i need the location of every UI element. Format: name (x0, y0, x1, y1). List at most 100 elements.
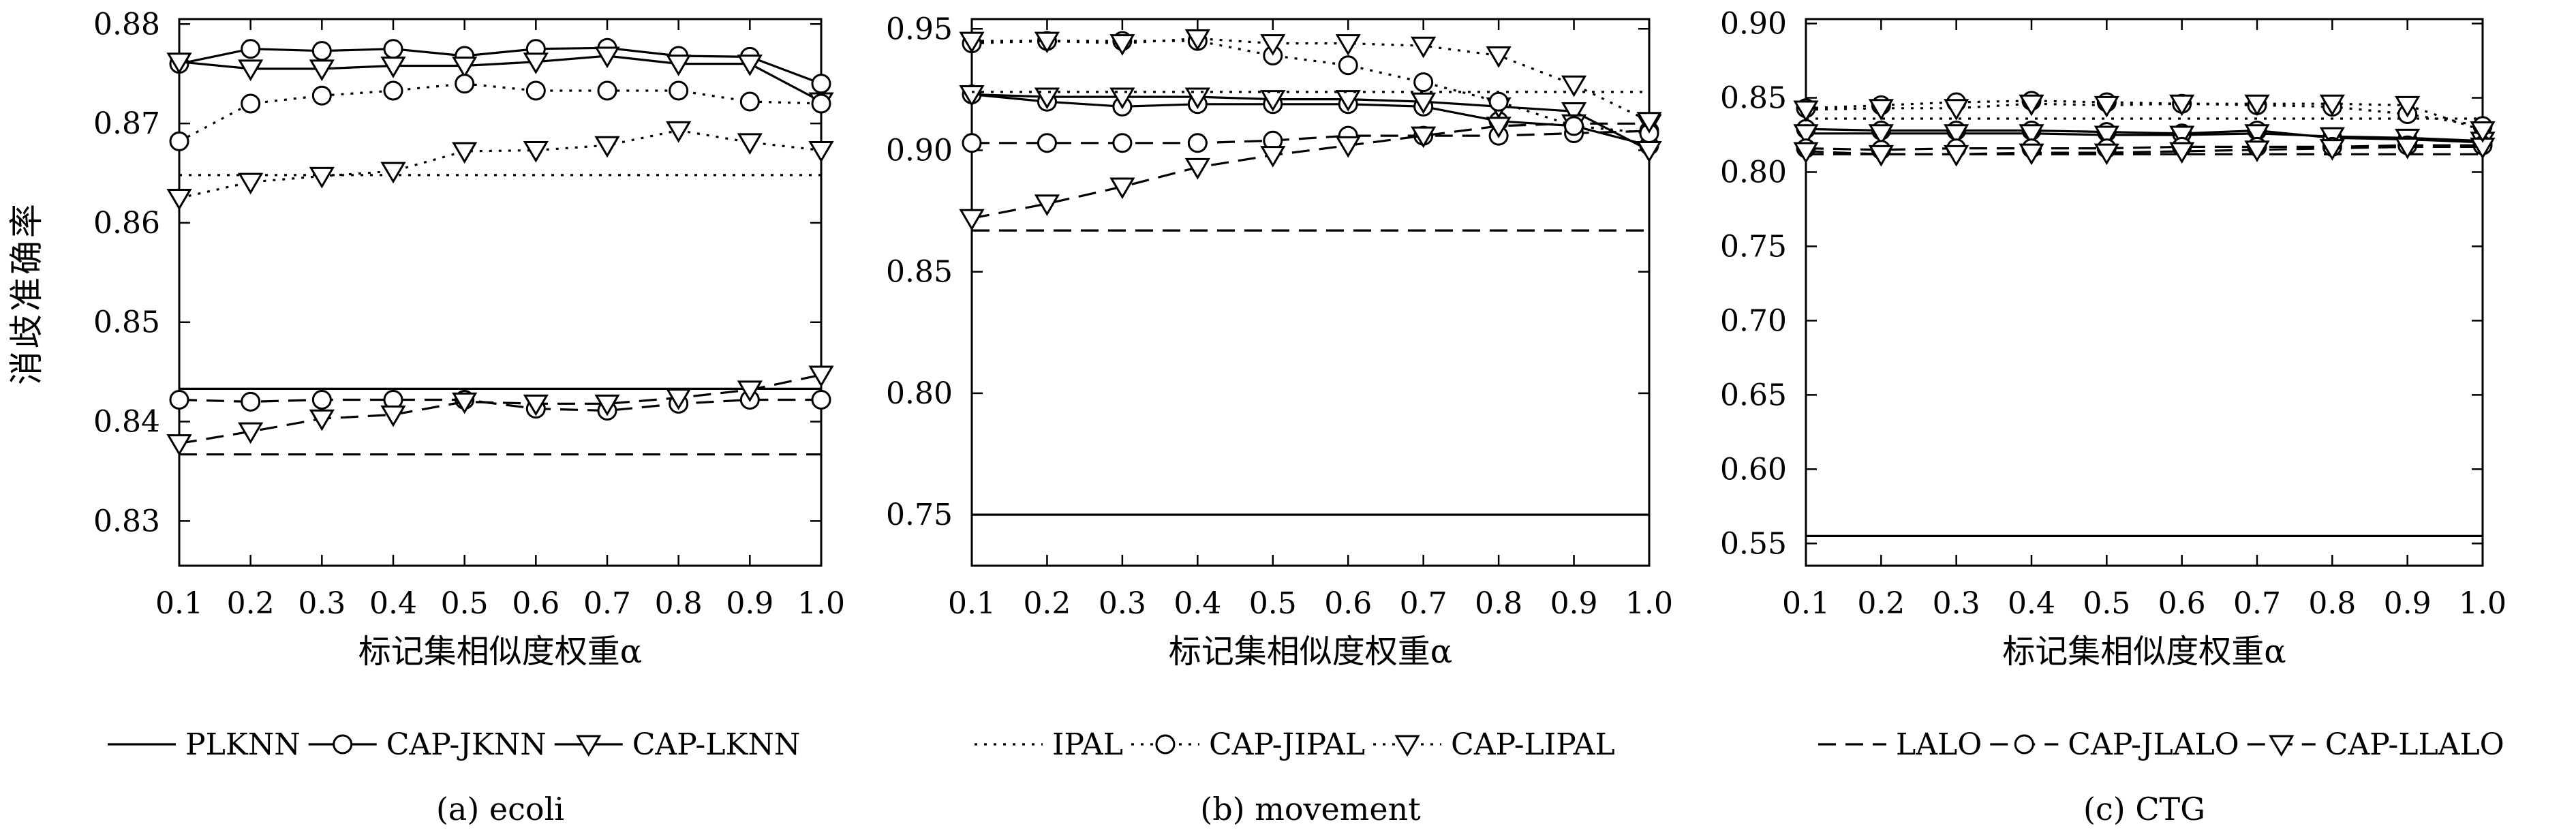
panels: 0.830.840.850.860.870.880.1 0.2 0.3 0.4 0.5 0… (93, 7, 2506, 671)
captions: (a) ecoli (b) movement (c) CTG (436, 791, 2205, 827)
series-line (1805, 145, 2483, 155)
data-point (1486, 117, 1512, 138)
x-tick-label: 0.4 (2008, 586, 2055, 621)
legend-label: CAP-LLALO (2325, 727, 2504, 762)
x-tick-label: 0.7 (1400, 586, 1447, 621)
data-point (2244, 94, 2270, 117)
legend-label: LALO (1896, 727, 1982, 762)
series-dotted-triangle (1793, 94, 2496, 143)
legend-marker (576, 735, 602, 757)
data-point (241, 39, 261, 59)
data-point (1636, 112, 1662, 134)
data-point (666, 55, 692, 76)
y-tick-label: 0.86 (93, 206, 160, 241)
data-point (2395, 137, 2421, 159)
data-point (1793, 142, 1819, 164)
legend-label: CAP-LIPAL (1451, 727, 1615, 762)
data-point (380, 57, 406, 78)
legend-marker (1394, 735, 1420, 757)
x-tick-label: 0.2 (227, 586, 275, 621)
data-point (1488, 91, 1509, 112)
y-tick-label: 0.75 (886, 498, 953, 532)
legend-label: PLKNN (185, 727, 301, 762)
series-line (179, 82, 822, 142)
series-line (179, 374, 822, 445)
legend-item-lalo: LALO (1818, 727, 1982, 762)
x-tick-label: 0.8 (1475, 586, 1522, 621)
x-tick-label: 0.5 (441, 586, 489, 621)
x-axis-label: 标记集相似度权重α (358, 633, 642, 671)
data-point (309, 166, 335, 189)
data-point (2094, 125, 2119, 148)
data-point (666, 121, 692, 143)
y-tick-label: 0.60 (1720, 452, 1787, 487)
data-point (669, 80, 689, 101)
chart-panel-3: 0.55 0.60 0.65 0.70 0.75 0.80 0.85 0.90 0.1 0.2 0.… (1720, 7, 2506, 671)
series-dashed-triangle (166, 365, 834, 456)
data-point (1184, 29, 1210, 51)
data-point (452, 57, 478, 78)
plot-frame (1805, 18, 2484, 567)
data-point (309, 409, 335, 431)
data-point (811, 74, 831, 94)
x-tick-label: 0.4 (369, 586, 417, 621)
data-point (383, 80, 403, 101)
data-point (808, 140, 834, 163)
legend-item-cap-lipal: CAP-LIPAL (1373, 727, 1615, 762)
data-point (1944, 124, 1969, 146)
data-point (452, 392, 478, 414)
legend-label: CAP-JKNN (386, 727, 547, 762)
x-tick-label: 0.6 (2158, 586, 2206, 621)
y-tick-label: 0.87 (93, 106, 160, 141)
data-point (2319, 139, 2345, 161)
data-point (666, 389, 692, 410)
data-point (1793, 100, 1819, 123)
data-point (1037, 133, 1057, 153)
series-dotted-circle (169, 74, 831, 151)
data-point (166, 52, 192, 74)
x-tick-label: 0.3 (1099, 586, 1146, 621)
series-solid-triangle (959, 85, 1662, 163)
data-point (1868, 124, 1894, 146)
data-point (1034, 87, 1060, 110)
data-point (1112, 133, 1133, 153)
series-cap-llalo (1793, 137, 2496, 167)
data-point (1335, 90, 1361, 112)
series-cap-jknn (169, 37, 831, 94)
legend-marker (2269, 735, 2295, 757)
data-point (811, 389, 831, 410)
x-tick-label: 1.0 (797, 586, 845, 621)
data-point (739, 91, 760, 112)
legend-2: IPAL CAP-JIPAL CAP-LIPAL (975, 727, 1615, 762)
y-tick-label: 0.84 (93, 405, 160, 440)
y-tick-label: 0.85 (886, 255, 953, 290)
data-point (1944, 144, 1969, 167)
data-point (1868, 144, 1894, 167)
y-tick-label: 0.70 (1720, 303, 1787, 338)
data-point (241, 93, 261, 114)
plot-frame (970, 18, 1651, 567)
series-dashed-circle (169, 389, 831, 421)
data-point (1184, 157, 1210, 180)
data-point (455, 74, 475, 94)
data-point (1413, 72, 1434, 93)
legend-item-cap-lknn: CAP-LKNN (554, 727, 800, 762)
plot-frame (178, 18, 823, 567)
series-line (179, 55, 822, 103)
series-line (1805, 102, 2483, 132)
x-axis-label: 标记集相似度权重α (1169, 633, 1452, 671)
data-point (1109, 87, 1135, 110)
series-dashed-triangle (959, 114, 1662, 231)
series-dashed-circle (962, 121, 1659, 153)
x-tick-label: 0.4 (1174, 586, 1221, 621)
data-point (597, 80, 617, 101)
data-point (241, 391, 261, 412)
data-point (594, 46, 620, 69)
series-line (971, 93, 1650, 147)
x-tick-label: 0.3 (1933, 586, 1980, 621)
data-point (2169, 125, 2195, 148)
data-point (959, 31, 985, 54)
legend-item-ipal: IPAL (975, 727, 1123, 762)
legend-3: LALO CAP-JLALO CAP-LLALO (1818, 727, 2504, 762)
